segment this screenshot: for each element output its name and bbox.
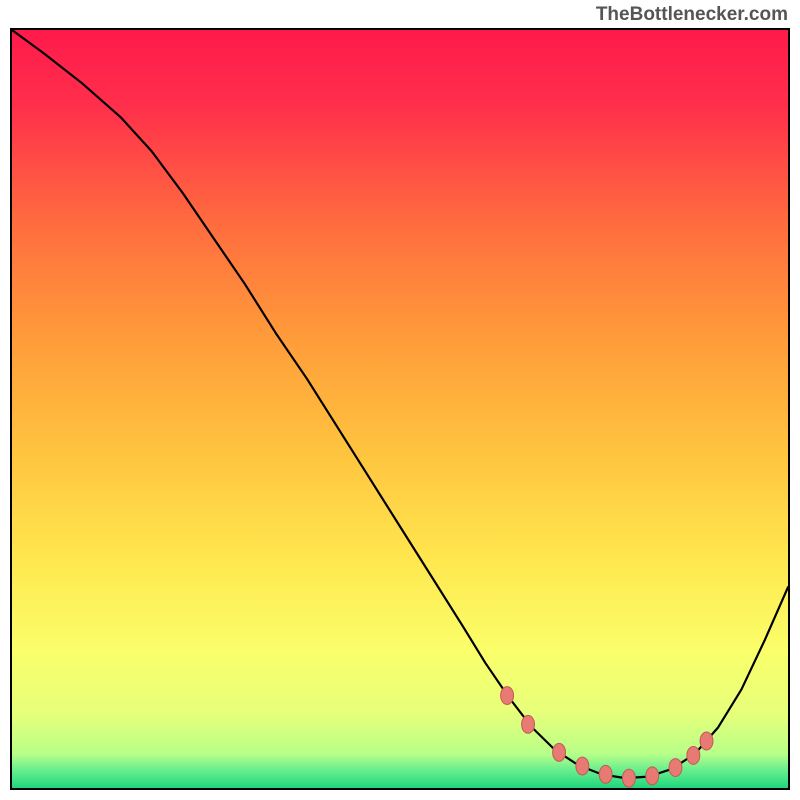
curve-marker xyxy=(622,769,635,787)
curve-path xyxy=(12,30,788,778)
marker-group xyxy=(501,687,713,788)
watermark-text: TheBottlenecker.com xyxy=(596,4,788,26)
curve-marker xyxy=(553,743,566,761)
curve-marker xyxy=(576,757,589,775)
curve-marker xyxy=(599,765,612,783)
curve-marker xyxy=(501,687,514,705)
curve-marker xyxy=(522,715,535,733)
curve-marker xyxy=(687,746,700,764)
curve-marker xyxy=(700,732,713,750)
curve-marker xyxy=(669,759,682,777)
plot-area xyxy=(10,28,790,790)
curve-layer xyxy=(12,30,788,788)
chart-container: TheBottlenecker.com xyxy=(0,0,800,800)
curve-marker xyxy=(646,767,659,785)
